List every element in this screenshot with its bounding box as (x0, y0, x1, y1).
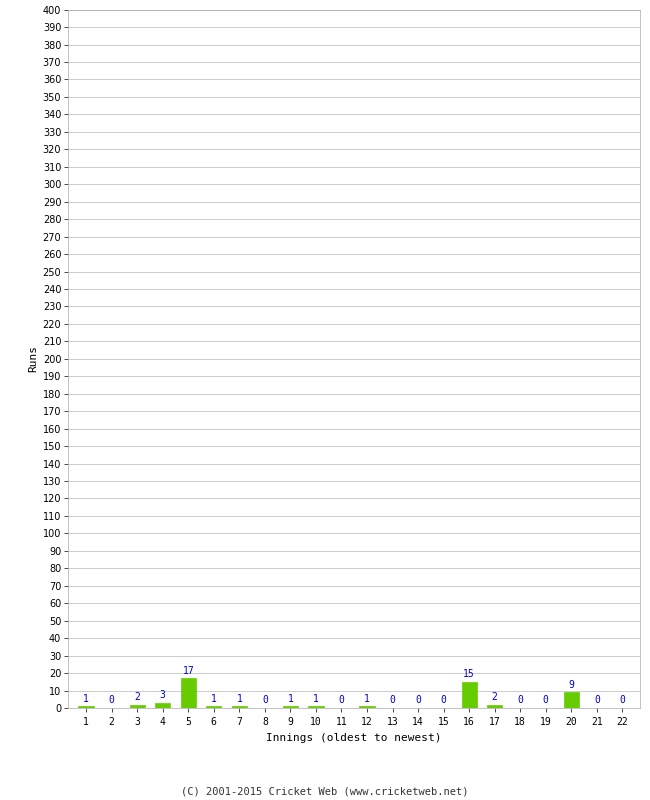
Text: 0: 0 (109, 695, 114, 706)
Bar (359, 706, 374, 708)
Text: 0: 0 (389, 695, 395, 706)
Bar (155, 702, 170, 708)
Text: 17: 17 (183, 666, 194, 676)
Bar (462, 682, 477, 708)
Text: 0: 0 (543, 695, 549, 706)
Text: 3: 3 (160, 690, 166, 700)
Text: 1: 1 (313, 694, 319, 704)
Text: 1: 1 (287, 694, 293, 704)
Bar (283, 706, 298, 708)
Text: 1: 1 (211, 694, 216, 704)
Text: 0: 0 (517, 695, 523, 706)
Bar (487, 705, 502, 708)
Text: 0: 0 (441, 695, 447, 706)
Bar (564, 692, 579, 708)
Bar (79, 706, 94, 708)
Bar (181, 678, 196, 708)
Text: 0: 0 (415, 695, 421, 706)
Bar (129, 705, 145, 708)
Text: 15: 15 (463, 669, 475, 679)
Text: (C) 2001-2015 Cricket Web (www.cricketweb.net): (C) 2001-2015 Cricket Web (www.cricketwe… (181, 786, 469, 796)
Bar (206, 706, 222, 708)
Text: 1: 1 (83, 694, 89, 704)
Y-axis label: Runs: Runs (29, 346, 38, 372)
Text: 1: 1 (237, 694, 242, 704)
Bar (231, 706, 247, 708)
Text: 0: 0 (262, 695, 268, 706)
Text: 0: 0 (339, 695, 345, 706)
Text: 1: 1 (364, 694, 370, 704)
Text: 0: 0 (619, 695, 625, 706)
Text: 9: 9 (568, 680, 574, 690)
Text: 2: 2 (492, 692, 498, 702)
X-axis label: Innings (oldest to newest): Innings (oldest to newest) (266, 733, 442, 742)
Text: 2: 2 (135, 692, 140, 702)
Bar (308, 706, 324, 708)
Text: 0: 0 (594, 695, 600, 706)
